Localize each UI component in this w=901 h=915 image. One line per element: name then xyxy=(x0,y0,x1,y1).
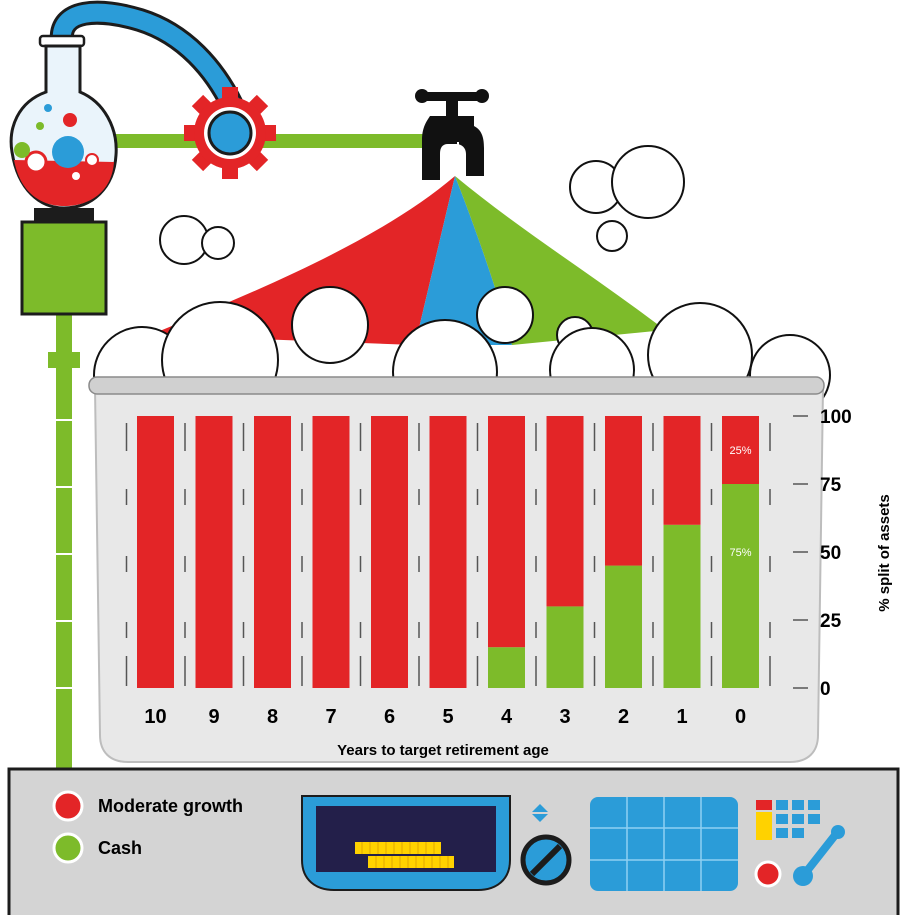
bar-cash-2 xyxy=(605,565,642,688)
x-tick-label-7: 7 xyxy=(325,706,336,728)
x-tick-label-8: 8 xyxy=(267,706,278,728)
coins-icon xyxy=(355,842,454,868)
x-tick-label-2: 2 xyxy=(618,706,629,728)
x-tick-label-9: 9 xyxy=(208,706,219,728)
bar-moderate-growth-0 xyxy=(722,416,759,484)
lever-icon xyxy=(793,825,845,886)
legend-label-cash: Cash xyxy=(98,838,142,858)
bar-moderate-growth-2 xyxy=(605,416,642,566)
tap-icon xyxy=(415,89,489,180)
bar-moderate-growth-3 xyxy=(546,416,584,607)
bar-moderate-growth-9 xyxy=(195,416,233,688)
up-down-arrows-icon xyxy=(532,804,548,822)
x-tick-label-10: 10 xyxy=(144,706,166,728)
legend: Moderate growth Cash xyxy=(52,790,243,864)
data-labels: 25% 75% xyxy=(729,445,751,559)
data-label-moderate-growth-0: 25% xyxy=(729,445,751,457)
bars xyxy=(137,416,759,688)
foam-cloud xyxy=(93,286,831,425)
gear-icon xyxy=(184,87,276,179)
green-pipe-vertical xyxy=(56,312,72,772)
y-axis-title: % split of assets xyxy=(876,494,893,612)
screen-grid-icon xyxy=(590,797,738,891)
x-axis: 10 9 8 7 6 5 4 3 2 1 0 xyxy=(144,706,746,728)
legend-swatch-cash xyxy=(52,832,84,864)
keypad-icon xyxy=(756,800,820,840)
bar-moderate-growth-10 xyxy=(137,416,174,688)
x-tick-label-4: 4 xyxy=(501,706,513,728)
x-tick-label-3: 3 xyxy=(559,706,570,728)
y-tick-label-0: 0 xyxy=(820,679,831,700)
legend-swatch-moderate-growth xyxy=(52,790,84,822)
bar-cash-4 xyxy=(488,647,525,688)
bar-cash-3 xyxy=(546,606,584,688)
bar-cash-0 xyxy=(722,484,759,688)
y-tick-label-75: 75 xyxy=(820,475,842,496)
bar-moderate-growth-6 xyxy=(371,416,408,688)
bar-dividers xyxy=(125,423,771,686)
legend-item-cash: Cash xyxy=(52,832,142,864)
coin-slot-icon xyxy=(301,795,511,891)
y-tick-label-25: 25 xyxy=(820,611,842,632)
bar-moderate-growth-8 xyxy=(254,416,291,688)
red-button-icon xyxy=(754,860,782,888)
machine-panel: Moderate growth Cash xyxy=(7,767,900,915)
y-tick-label-100: 100 xyxy=(820,407,852,428)
legend-label-moderate-growth: Moderate growth xyxy=(98,796,243,816)
flask-icon xyxy=(9,34,118,316)
bar-cash-1 xyxy=(663,524,701,688)
x-axis-title: Years to target retirement age xyxy=(337,742,549,759)
legend-item-moderate-growth: Moderate growth xyxy=(52,790,243,822)
x-tick-label-5: 5 xyxy=(442,706,453,728)
data-label-cash-0: 75% xyxy=(729,547,751,559)
dial-icon xyxy=(520,834,572,886)
x-tick-label-1: 1 xyxy=(676,706,687,728)
x-tick-label-0: 0 xyxy=(735,706,746,728)
bar-moderate-growth-1 xyxy=(663,416,701,525)
x-tick-label-6: 6 xyxy=(384,706,395,728)
bar-moderate-growth-5 xyxy=(429,416,467,688)
bar-moderate-growth-4 xyxy=(488,416,525,648)
y-tick-label-50: 50 xyxy=(820,543,841,564)
y-axis: 0 25 50 75 100 xyxy=(793,407,852,700)
bubbles-icon xyxy=(159,145,685,265)
bar-moderate-growth-7 xyxy=(312,416,350,688)
